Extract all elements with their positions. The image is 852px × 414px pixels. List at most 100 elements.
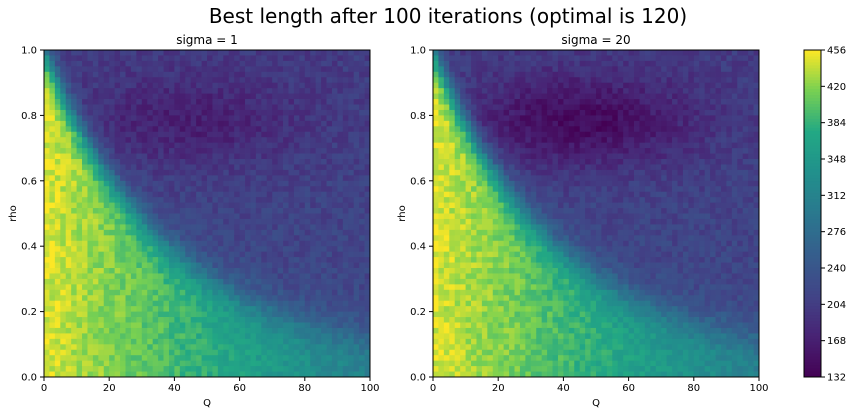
heatmap-cell — [331, 289, 338, 296]
heatmap-cell — [509, 371, 515, 378]
heatmap-cell — [471, 224, 477, 231]
heatmap-cell — [87, 169, 94, 176]
heatmap-cell — [54, 104, 61, 111]
heatmap-cell — [158, 93, 164, 100]
heatmap-cell — [331, 262, 338, 269]
heatmap-cell — [443, 355, 450, 362]
heatmap-cell — [514, 278, 521, 285]
heatmap-cell — [261, 66, 268, 73]
heatmap-cell — [315, 99, 322, 105]
heatmap-cell — [114, 191, 121, 198]
heatmap-cell — [239, 240, 246, 247]
heatmap-cell — [433, 60, 439, 67]
heatmap-cell — [255, 104, 262, 111]
heatmap-cell — [223, 175, 230, 182]
heatmap-cell — [130, 218, 137, 225]
heatmap-cell — [228, 88, 235, 94]
heatmap-cell — [234, 137, 240, 144]
heatmap-cell — [147, 366, 154, 372]
heatmap-cell — [179, 306, 186, 312]
heatmap-cell — [326, 300, 333, 307]
heatmap-cell — [476, 50, 483, 56]
heatmap-cell — [353, 77, 360, 84]
heatmap-cell — [277, 153, 284, 160]
heatmap-cell — [76, 300, 83, 307]
heatmap-cell — [245, 246, 251, 253]
heatmap-cell — [272, 55, 279, 62]
heatmap-cell — [492, 273, 499, 280]
heatmap-cell — [212, 311, 219, 318]
heatmap-cell — [120, 322, 126, 329]
heatmap-cell — [331, 360, 338, 367]
heatmap-cell — [168, 246, 175, 253]
heatmap-cell — [196, 159, 202, 165]
heatmap-cell — [201, 306, 208, 312]
heatmap-cell — [223, 349, 230, 356]
heatmap-cell — [449, 88, 456, 94]
heatmap-cell — [547, 344, 553, 351]
heatmap-cell — [228, 82, 235, 89]
heatmap-cell — [342, 246, 349, 253]
heatmap-cell — [288, 148, 295, 154]
heatmap-cell — [152, 180, 159, 187]
heatmap-cell — [158, 55, 164, 62]
heatmap-cell — [454, 109, 461, 116]
heatmap-cell — [65, 246, 72, 253]
heatmap-cell — [509, 126, 515, 133]
heatmap-cell — [293, 268, 300, 274]
heatmap-cell — [82, 82, 88, 89]
heatmap-cell — [266, 99, 273, 105]
heatmap-cell — [547, 159, 553, 165]
heatmap-cell — [136, 169, 143, 176]
heatmap-cell — [348, 338, 355, 345]
heatmap-cell — [438, 109, 445, 116]
heatmap-cell — [525, 246, 532, 253]
heatmap-cell — [185, 71, 192, 78]
heatmap-cell — [76, 93, 83, 100]
heatmap-cell — [141, 229, 148, 236]
heatmap-cell — [454, 349, 461, 356]
heatmap-cell — [272, 371, 279, 378]
heatmap-cell — [87, 71, 94, 78]
heatmap-cell — [519, 153, 526, 160]
heatmap-cell — [492, 186, 499, 193]
heatmap-cell — [239, 109, 246, 116]
heatmap-cell — [547, 218, 553, 225]
heatmap-cell — [492, 371, 499, 378]
heatmap-cell — [310, 251, 317, 258]
heatmap-cell — [120, 333, 126, 340]
heatmap-cell — [283, 289, 289, 296]
heatmap-cell — [348, 333, 355, 340]
heatmap-cell — [487, 175, 494, 182]
heatmap-cell — [283, 371, 289, 378]
heatmap-cell — [65, 120, 72, 127]
heatmap-cell — [449, 257, 456, 263]
heatmap-cell — [179, 213, 186, 220]
heatmap-cell — [152, 355, 159, 362]
heatmap-cell — [530, 126, 537, 133]
heatmap-cell — [337, 50, 344, 56]
heatmap-cell — [185, 322, 192, 329]
heatmap-cell — [552, 142, 559, 149]
heatmap-cell — [261, 289, 268, 296]
heatmap-cell — [509, 251, 515, 258]
heatmap-cell — [348, 322, 355, 329]
heatmap-cell — [255, 186, 262, 193]
heatmap-cell — [234, 88, 240, 94]
heatmap-cell — [337, 268, 344, 274]
heatmap-cell — [492, 197, 499, 203]
heatmap-cell — [288, 71, 295, 78]
heatmap-cell — [272, 82, 279, 89]
heatmap-cell — [364, 202, 371, 209]
heatmap-cell — [147, 126, 154, 133]
heatmap-cell — [465, 66, 472, 73]
heatmap-cell — [293, 284, 300, 291]
heatmap-cell — [310, 159, 317, 165]
heatmap-cell — [196, 355, 202, 362]
heatmap-cell — [454, 333, 461, 340]
heatmap-cell — [310, 317, 317, 323]
heatmap-cell — [158, 88, 164, 94]
heatmap-cell — [60, 322, 67, 329]
heatmap-cell — [315, 311, 322, 318]
heatmap-cell — [234, 251, 240, 258]
